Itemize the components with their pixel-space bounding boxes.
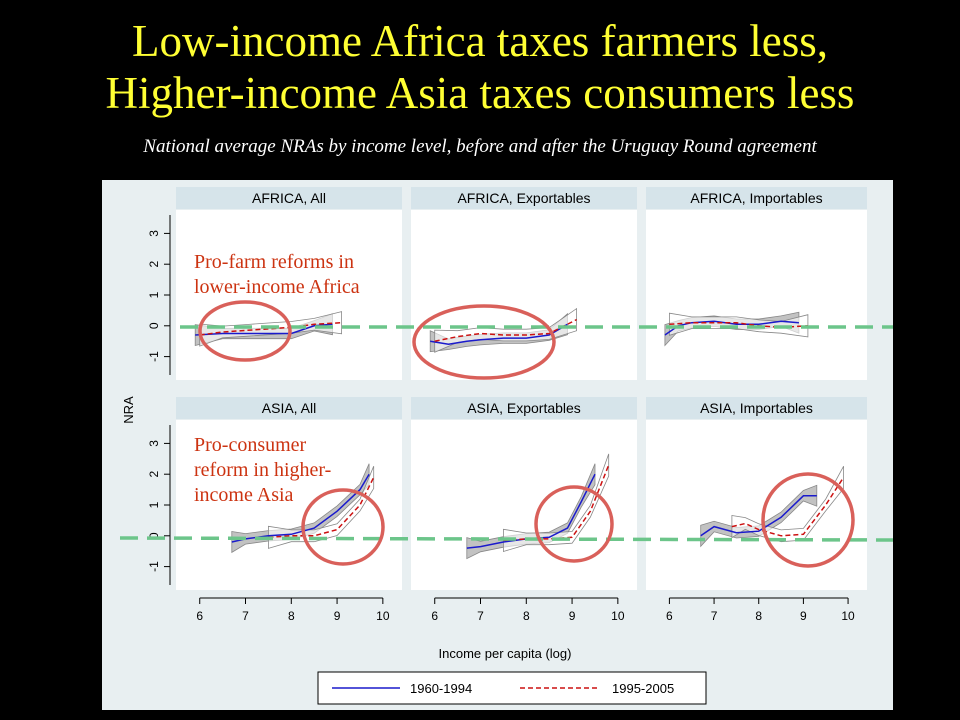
series-line <box>199 321 342 336</box>
y-tick-label: -1 <box>147 351 161 362</box>
highlight-circle <box>198 300 292 362</box>
plot-region <box>411 210 637 380</box>
y-tick-label: 1 <box>147 501 161 508</box>
x-tick-label: 7 <box>477 609 484 623</box>
facet-header <box>411 187 637 209</box>
facet-header <box>411 397 637 419</box>
facet-title: AFRICA, Exportables <box>457 190 590 206</box>
x-tick-label: 10 <box>841 609 855 623</box>
facet-panel: ASIA, Exportables 6 7 8 9 10 <box>411 397 637 623</box>
plot-region <box>646 420 867 590</box>
annotation-africa: Pro-farm reforms in <box>194 251 354 273</box>
y-tick-label: 2 <box>147 471 161 478</box>
annotation-asia: Pro-consumer <box>194 434 307 456</box>
facet-header <box>646 187 867 209</box>
facet-title: ASIA, All <box>262 400 316 416</box>
x-tick-label: 6 <box>666 609 673 623</box>
zero-reference-line <box>119 536 894 542</box>
x-tick-label: 8 <box>523 609 530 623</box>
x-tick-label: 9 <box>800 609 807 623</box>
x-tick-label: 9 <box>569 609 576 623</box>
y-tick-label: 3 <box>147 440 161 447</box>
x-tick-label: 7 <box>711 609 718 623</box>
facet-panel: ASIA, All -1 0 1 2 3 6 7 8 9 10 <box>147 397 402 623</box>
x-tick-label: 9 <box>334 609 341 623</box>
subtitle: National average NRAs by income level, b… <box>143 136 817 157</box>
x-tick-label: 8 <box>288 609 295 623</box>
page-title-line1: Low-income Africa taxes farmers less, <box>132 16 828 66</box>
facet-panel: AFRICA, Exportables <box>411 187 637 380</box>
facet-title: ASIA, Importables <box>700 400 813 416</box>
annotation-africa: lower-income Africa <box>194 276 360 298</box>
highlight-circle <box>761 472 855 568</box>
facet-title: AFRICA, Importables <box>690 190 822 206</box>
y-tick-label: 0 <box>147 322 161 329</box>
page-title-line2: Higher-income Asia taxes consumers less <box>105 68 855 118</box>
facet-header <box>646 397 867 419</box>
y-tick-label: 2 <box>147 261 161 268</box>
series-line <box>195 323 333 336</box>
facet-panel: ASIA, Importables 6 7 8 9 10 <box>646 397 867 623</box>
plot-region <box>176 420 402 590</box>
facet-title: AFRICA, All <box>252 190 326 206</box>
x-tick-label: 10 <box>376 609 390 623</box>
facet-header <box>176 397 402 419</box>
y-axis-label: NRA <box>121 396 136 424</box>
facet-header <box>176 187 402 209</box>
legend-label: 1960-1994 <box>410 681 472 696</box>
y-tick-label: -1 <box>147 561 161 572</box>
series-line <box>700 495 817 537</box>
highlight-circle <box>301 488 385 566</box>
series-line <box>731 476 845 537</box>
y-tick-label: 3 <box>147 230 161 237</box>
x-tick-label: 8 <box>755 609 762 623</box>
series-line <box>434 318 577 342</box>
confidence-band <box>268 466 375 549</box>
series-line <box>430 323 568 346</box>
annotation-asia: reform in higher- <box>194 459 331 481</box>
x-tick-label: 7 <box>242 609 249 623</box>
facet-title: ASIA, Exportables <box>467 400 581 416</box>
x-tick-label: 10 <box>611 609 625 623</box>
legend: 1960-1994 1995-2005 <box>317 671 707 705</box>
highlight-circle <box>412 304 556 380</box>
y-tick-label: 0 <box>147 532 161 539</box>
plot-region <box>646 210 867 380</box>
series-line <box>268 476 375 539</box>
confidence-band <box>199 311 342 347</box>
annotation-asia: income Asia <box>194 484 294 506</box>
x-tick-label: 6 <box>431 609 438 623</box>
legend-label: 1995-2005 <box>612 681 674 696</box>
plot-region <box>411 420 637 590</box>
highlight-circle <box>534 485 614 563</box>
y-tick-label: 1 <box>147 291 161 298</box>
x-tick-label: 6 <box>196 609 203 623</box>
x-axis-label: Income per capita (log) <box>439 646 572 661</box>
facet-panel: AFRICA, Importables <box>646 187 867 380</box>
confidence-band <box>503 453 610 553</box>
